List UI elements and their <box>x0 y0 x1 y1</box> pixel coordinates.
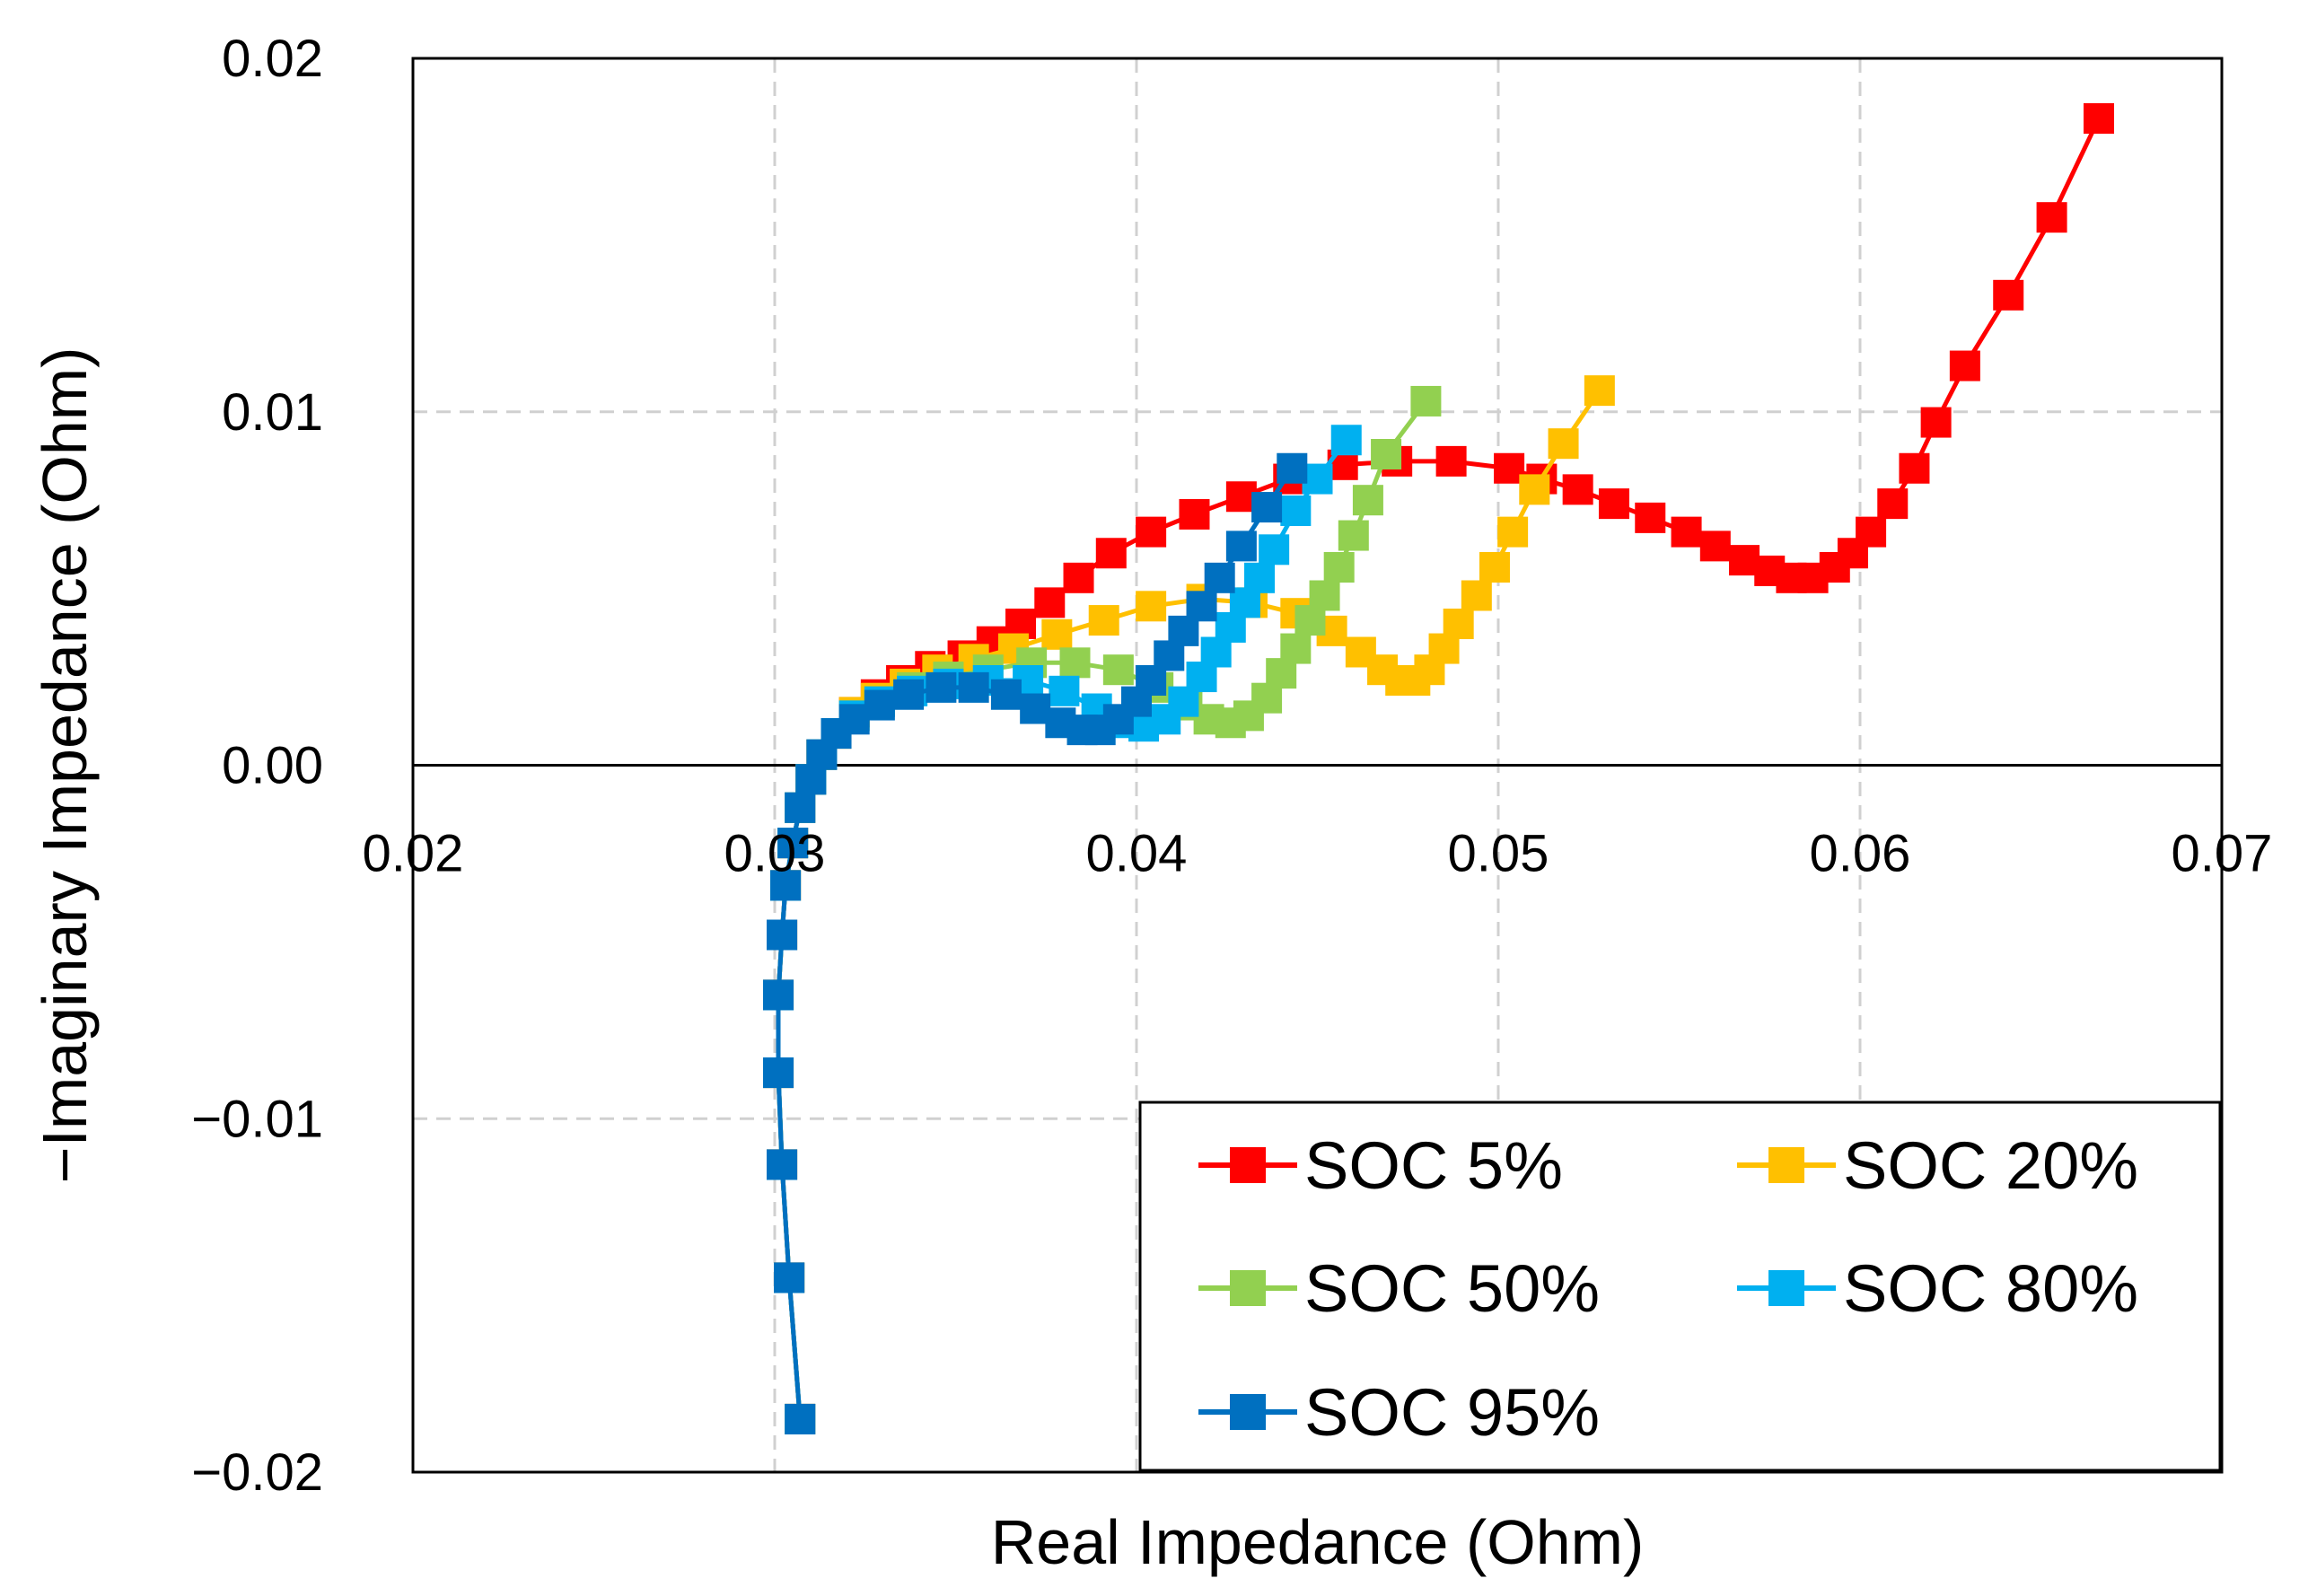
series-5 <box>763 452 1308 1434</box>
data-point-marker <box>1102 654 1134 686</box>
data-point-marker <box>1598 488 1629 520</box>
data-point-marker <box>893 679 925 710</box>
x-tick-label: 0.03 <box>724 825 826 883</box>
legend-marker <box>1230 1394 1266 1430</box>
data-point-marker <box>1277 452 1308 484</box>
series-layer <box>763 102 2114 1434</box>
data-point-marker <box>767 1149 798 1180</box>
legend-item: SOC 95% <box>1198 1375 1600 1450</box>
legend-item: SOC 80% <box>1737 1251 2138 1326</box>
data-point-marker <box>1671 516 1702 548</box>
data-point-marker <box>1186 591 1217 622</box>
data-point-marker <box>1435 445 1467 477</box>
data-point-marker <box>2036 202 2067 233</box>
data-point-marker <box>1251 492 1283 523</box>
data-point-marker <box>763 979 794 1011</box>
data-point-marker <box>1338 520 1369 551</box>
data-point-marker <box>1179 498 1210 530</box>
data-point-marker <box>1280 495 1312 526</box>
data-point-marker <box>1309 580 1340 611</box>
y-tick-labels: 0.02 0.01 0.00 −0.01 −0.02 <box>191 30 323 1502</box>
data-point-marker <box>1323 552 1355 583</box>
legend-item: SOC 20% <box>1737 1128 2138 1203</box>
data-point-marker <box>1443 609 1474 639</box>
data-point-marker <box>1461 580 1492 611</box>
legend-marker <box>1768 1270 1804 1306</box>
y-tick-label: −0.02 <box>191 1443 323 1502</box>
legend-label: SOC 5% <box>1304 1128 1563 1203</box>
data-point-marker <box>1920 407 1952 438</box>
data-point-marker <box>1136 516 1167 548</box>
plot-area-frame <box>411 57 2224 1474</box>
data-point-marker <box>1049 675 1080 706</box>
data-point-marker <box>1280 633 1312 664</box>
y-axis-title: −Imaginary Impedance (Ohm) <box>30 347 100 1184</box>
data-point-marker <box>1949 350 1980 381</box>
y-tick-label: 0.00 <box>222 737 323 795</box>
data-point-marker <box>990 679 1022 710</box>
x-tick-label: 0.05 <box>1448 825 1549 883</box>
x-tick-label: 0.07 <box>2172 825 2273 883</box>
data-point-marker <box>770 870 802 901</box>
y-tick-label: 0.01 <box>222 383 323 442</box>
data-point-marker <box>1259 534 1290 566</box>
legend-marker <box>1230 1147 1266 1183</box>
y-tick-label: −0.01 <box>191 1090 323 1148</box>
data-point-marker <box>1034 587 1066 618</box>
data-point-marker <box>864 689 895 721</box>
y-tick-label: 0.02 <box>222 30 323 88</box>
data-point-marker <box>1635 502 1666 533</box>
data-point-marker <box>1877 488 1909 520</box>
data-point-marker <box>1548 428 1579 460</box>
data-point-marker <box>1562 474 1593 505</box>
data-point-marker <box>777 828 809 859</box>
x-tick-label: 0.06 <box>1810 825 1911 883</box>
data-point-marker <box>958 671 989 703</box>
data-point-marker <box>763 1057 794 1089</box>
legend-label: SOC 80% <box>1843 1251 2138 1326</box>
data-point-marker <box>1352 485 1383 516</box>
data-point-marker <box>2083 102 2114 134</box>
legend-item: SOC 50% <box>1198 1251 1600 1326</box>
x-tick-labels: 0.02 0.03 0.04 0.05 0.06 0.07 <box>363 825 2273 883</box>
data-point-marker <box>1204 562 1235 593</box>
data-point-marker <box>1899 452 1930 484</box>
data-point-marker <box>1244 562 1276 593</box>
legend-marker <box>1768 1147 1804 1183</box>
legend-box <box>1138 1101 2222 1472</box>
data-point-marker <box>1993 279 2024 311</box>
data-point-marker <box>785 1403 816 1434</box>
x-tick-label: 0.04 <box>1086 825 1188 883</box>
data-point-marker <box>1330 425 1362 456</box>
x-tick-label: 0.02 <box>363 825 464 883</box>
legend-marker <box>1230 1270 1266 1306</box>
legend-item: SOC 5% <box>1198 1128 1563 1203</box>
data-point-marker <box>1584 375 1615 407</box>
data-point-marker <box>1856 516 1887 548</box>
legend-label: SOC 95% <box>1304 1375 1600 1450</box>
data-point-marker <box>1225 531 1257 562</box>
legend: SOC 5% SOC 20% SOC 50% SOC 80% SOC 95% <box>1138 1101 2222 1472</box>
legend-label: SOC 20% <box>1843 1128 2138 1203</box>
data-point-marker <box>774 1262 805 1293</box>
data-point-marker <box>1519 474 1550 505</box>
data-point-marker <box>1063 562 1094 593</box>
data-point-marker <box>1059 647 1091 679</box>
data-point-marker <box>767 919 798 951</box>
data-point-marker <box>1041 618 1073 650</box>
data-point-marker <box>1497 516 1529 548</box>
legend-label: SOC 50% <box>1304 1251 1600 1326</box>
data-point-marker <box>1410 385 1442 417</box>
data-point-marker <box>1479 552 1510 583</box>
data-point-marker <box>926 671 957 703</box>
data-point-marker <box>1136 591 1167 622</box>
x-axis-title: Real Impedance (Ohm) <box>991 1507 1645 1577</box>
data-point-marker <box>1095 538 1127 569</box>
data-point-marker <box>1699 531 1731 562</box>
data-point-marker <box>1088 605 1119 636</box>
data-point-marker <box>1371 439 1402 469</box>
data-point-marker <box>785 792 816 823</box>
